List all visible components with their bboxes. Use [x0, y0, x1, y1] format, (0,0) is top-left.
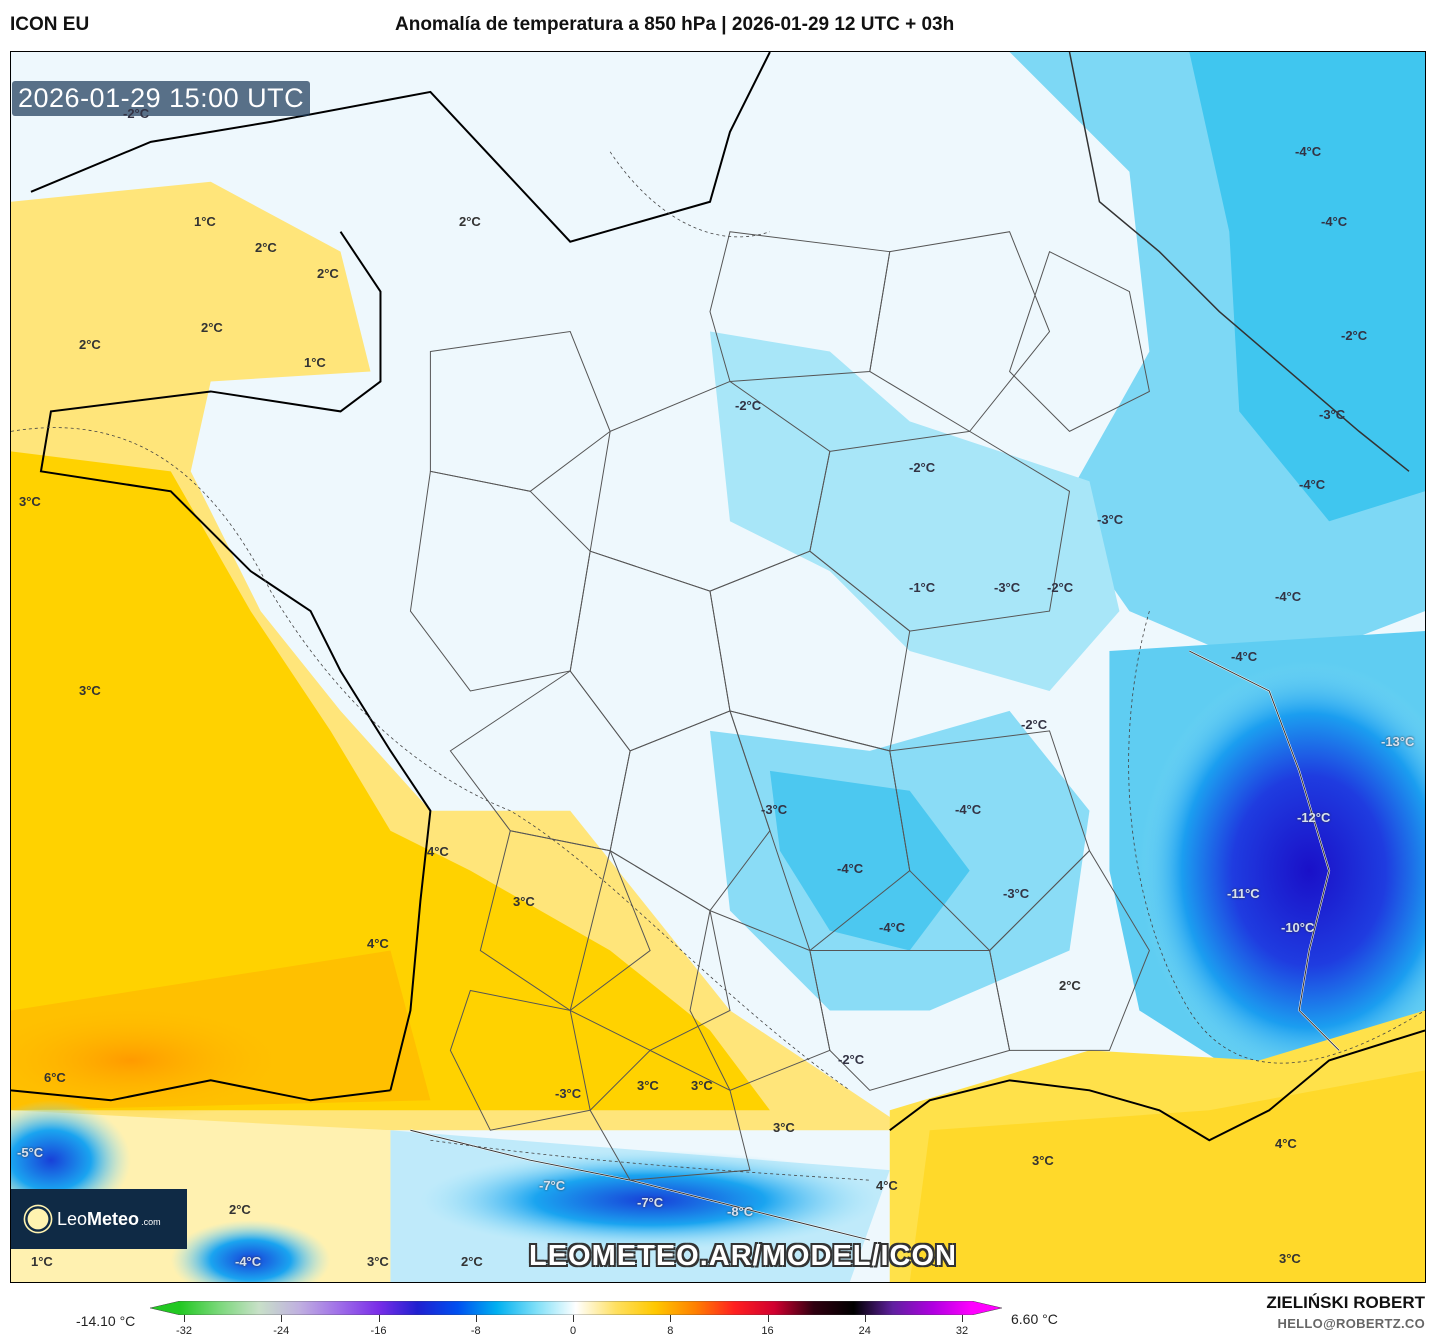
contour-label: 3°C: [691, 1078, 713, 1093]
contour-label: -12°C: [1297, 810, 1331, 825]
contour-label: -2°C: [123, 106, 150, 121]
contour-label: -4°C: [879, 920, 906, 935]
colorbar-gradient: [150, 1301, 1002, 1315]
contour-label: 2°C: [201, 320, 223, 335]
contour-label: -2°C: [735, 398, 762, 413]
contour-label: 1°C: [31, 1254, 53, 1269]
colorbar-tick-mark: [962, 1315, 963, 1322]
contour-label: -4°C: [1231, 649, 1258, 664]
contour-label: -13°C: [1381, 734, 1415, 749]
contour-label: 3°C: [79, 683, 101, 698]
contour-label: -4°C: [1321, 214, 1348, 229]
colorbar-tick-mark: [670, 1315, 672, 1322]
contour-label: 3°C: [773, 1120, 795, 1135]
colorbar-tick-mark: [281, 1315, 283, 1322]
contour-label: -2°C: [1341, 328, 1368, 343]
colorbar-tick-label: -16: [370, 1325, 387, 1337]
contour-label: 3°C: [1032, 1153, 1054, 1168]
colorbar-tick-label: 0: [569, 1325, 577, 1337]
contour-label: -2°C: [1047, 580, 1074, 595]
contour-label: 3°C: [917, 1254, 939, 1269]
author-name: ZIELIŃSKI ROBERT: [1266, 1293, 1425, 1312]
contour-label: 1°C: [304, 355, 326, 370]
contour-label: 4°C: [876, 1178, 898, 1193]
contour-label: -2°C: [1021, 717, 1048, 732]
colorbar-tick-label: 8: [667, 1325, 674, 1337]
contour-label: 3°C: [513, 894, 535, 909]
colorbar-tick-label: 32: [955, 1325, 969, 1337]
contour-label: -4°C: [235, 1254, 262, 1269]
leometeo-logo: Leo Meteo .com: [11, 1189, 187, 1249]
contour-label: -4°C: [1295, 144, 1322, 159]
contour-label: 2°C: [1059, 978, 1081, 993]
contour-label: -2°C: [909, 460, 936, 475]
contour-label: 2°C: [229, 1202, 251, 1217]
colorbar-tick-label: -32: [176, 1325, 192, 1337]
colorbar: -14.10 °C -32 -24 -16 -8 0 8 16 24 32 6.60 °C: [0, 1295, 1435, 1339]
contour-label: -4°C: [1275, 589, 1302, 604]
colorbar-tick-mark: [767, 1315, 769, 1322]
contour-label: -3°C: [1319, 407, 1346, 422]
contour-label: 6°C: [44, 1070, 66, 1085]
colorbar-tick-label: 24: [858, 1325, 871, 1337]
contour-label: -3°C: [994, 580, 1021, 595]
colorbar-tick-mark: [184, 1315, 185, 1322]
model-name: ICON EU: [10, 14, 90, 35]
author-email: HELLO@ROBERTZ.CO: [1277, 1316, 1425, 1331]
contour-label: -3°C: [1097, 512, 1124, 527]
contour-label: 3°C: [1279, 1251, 1301, 1266]
contour-label: -2°C: [838, 1052, 865, 1067]
contour-label: -4°C: [955, 802, 982, 817]
colorbar-max-value: 6.60 °C: [1011, 1311, 1058, 1327]
contour-label: 3°C: [637, 1078, 659, 1093]
colorbar-tick-mark: [864, 1315, 866, 1322]
contour-label: 2°C: [79, 337, 101, 352]
contour-label: 3°C: [367, 1254, 389, 1269]
valid-time-badge: 2026-01-29 15:00 UTC: [12, 81, 311, 116]
contour-label: 1°C: [194, 214, 216, 229]
temperature-anomaly-map: 2026-01-29 15:00 UTC -2°C -4°C -4°C 1°C 2°C 2…: [10, 51, 1426, 1283]
contour-label: 2°C: [255, 240, 277, 255]
colorbar-tick-mark: [378, 1315, 380, 1322]
contour-label: 4°C: [427, 844, 449, 859]
sun-icon: [27, 1208, 49, 1230]
contour-label: -4°C: [1299, 477, 1326, 492]
watermark-url: LEOMETEO.AR/MODEL/ICON: [529, 1240, 957, 1272]
contour-label: -3°C: [555, 1086, 582, 1101]
anomaly-field: [11, 52, 1425, 1282]
contour-label: -3°C: [761, 802, 788, 817]
contour-label: 2°C: [459, 214, 481, 229]
contour-label: -7°C: [539, 1178, 566, 1193]
contour-label: -1°C: [909, 580, 936, 595]
colorbar-tick-label: -8: [470, 1325, 481, 1337]
contour-label: 2°C: [317, 266, 339, 281]
contour-label: -8°C: [727, 1204, 754, 1219]
colorbar-tick-label: -24: [273, 1325, 290, 1337]
contour-label: -10°C: [1281, 920, 1315, 935]
colorbar-tick-mark: [475, 1315, 477, 1322]
contour-label: 2°C: [461, 1254, 483, 1269]
contour-label: 4°C: [1275, 1136, 1297, 1151]
contour-label: -7°C: [637, 1195, 664, 1210]
colorbar-min-value: -14.10 °C: [76, 1313, 136, 1329]
contour-label: -4°C: [837, 861, 864, 876]
contour-label: -3°C: [1003, 886, 1030, 901]
colorbar-tick-mark: [573, 1315, 574, 1322]
chart-title: Anomalía de temperatura a 850 hPa | 2026…: [395, 14, 955, 35]
colorbar-tick-label: 16: [761, 1325, 774, 1337]
contour-label: -5°C: [17, 1145, 44, 1160]
contour-label: 3°C: [19, 494, 41, 509]
contour-label: 4°C: [367, 936, 389, 951]
contour-label: -11°C: [1227, 886, 1260, 901]
